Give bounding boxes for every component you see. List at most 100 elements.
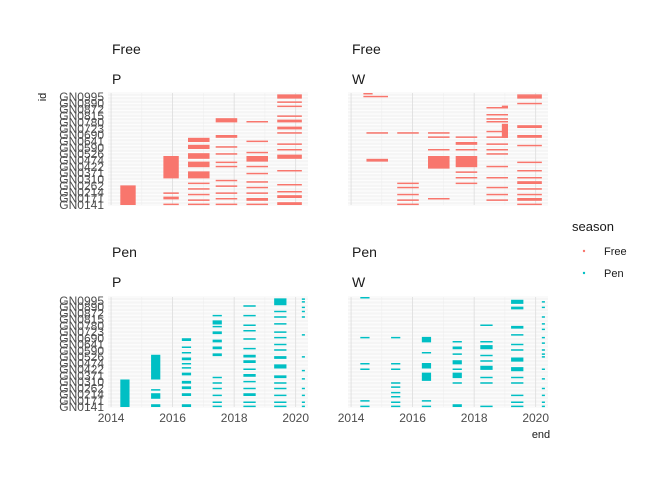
data-point-band bbox=[391, 382, 401, 384]
data-point-band bbox=[274, 394, 287, 397]
data-point-band bbox=[480, 360, 493, 362]
data-point-band bbox=[151, 354, 161, 380]
data-point-band bbox=[163, 196, 179, 200]
data-point-band bbox=[277, 94, 302, 99]
data-point-band bbox=[391, 401, 401, 403]
data-point-band bbox=[455, 149, 478, 151]
y-tick-label: GN0690 bbox=[59, 331, 104, 345]
data-point-band bbox=[480, 382, 493, 384]
y-tick-label: GN0310 bbox=[59, 173, 104, 187]
x-axis-title: end bbox=[532, 429, 550, 441]
data-point-band bbox=[360, 405, 370, 408]
data-point-band bbox=[517, 102, 542, 105]
data-point-band bbox=[274, 401, 287, 403]
data-point-band bbox=[212, 401, 222, 403]
data-point-band bbox=[480, 365, 493, 370]
data-point-band bbox=[397, 132, 419, 134]
y-tick-label: GN0641 bbox=[59, 134, 104, 148]
data-point-band bbox=[480, 341, 493, 343]
legend-key-pen bbox=[582, 271, 586, 275]
legend-label-free: Free bbox=[604, 246, 627, 258]
data-point-band bbox=[277, 170, 302, 172]
data-point-band bbox=[243, 338, 256, 340]
facet-row-label: Pen bbox=[112, 244, 137, 260]
data-point-band bbox=[277, 119, 302, 123]
y-tick-label: GN0995 bbox=[59, 294, 104, 308]
y-axis-title: id bbox=[37, 93, 49, 102]
data-point-band bbox=[541, 368, 545, 370]
x-tick-label: 2020 bbox=[522, 411, 549, 425]
data-point-band bbox=[517, 203, 542, 206]
data-point-band bbox=[243, 380, 256, 383]
data-point-band bbox=[366, 132, 388, 134]
data-point-band bbox=[163, 192, 179, 194]
data-point-band bbox=[274, 349, 287, 351]
data-point-band bbox=[517, 188, 542, 190]
data-point-band bbox=[391, 386, 401, 388]
data-point-band bbox=[188, 203, 210, 206]
data-point-band bbox=[212, 346, 222, 350]
data-point-band bbox=[391, 336, 401, 339]
data-point-band bbox=[397, 186, 419, 189]
data-point-band bbox=[428, 136, 450, 138]
data-point-band bbox=[517, 193, 542, 196]
data-point-band bbox=[188, 199, 210, 201]
data-point-band bbox=[511, 343, 524, 346]
data-point-band bbox=[541, 342, 545, 344]
data-point-band bbox=[120, 185, 136, 205]
data-point-band bbox=[541, 378, 545, 380]
data-point-band bbox=[421, 400, 432, 402]
data-point-band bbox=[517, 198, 542, 201]
data-point-band bbox=[486, 130, 508, 133]
data-point-band bbox=[301, 405, 305, 408]
data-point-band bbox=[243, 305, 256, 307]
data-point-band bbox=[215, 179, 238, 182]
x-tick-label: 2020 bbox=[282, 411, 309, 425]
data-point-band bbox=[181, 363, 192, 365]
data-point-band bbox=[511, 299, 524, 304]
data-point-band bbox=[486, 186, 508, 189]
data-point-band bbox=[246, 203, 268, 206]
y-tick-label: GN0590 bbox=[59, 141, 104, 155]
data-point-band bbox=[480, 354, 493, 357]
data-point-band bbox=[517, 125, 542, 128]
facet-col-label: P bbox=[112, 274, 121, 290]
y-tick-label: GN0723 bbox=[59, 122, 104, 136]
data-point-band bbox=[246, 121, 268, 123]
data-point-band bbox=[246, 151, 268, 154]
data-point-band bbox=[421, 405, 432, 408]
data-point-band bbox=[181, 367, 192, 369]
data-point-band bbox=[212, 314, 222, 317]
data-point-band bbox=[301, 306, 305, 309]
data-point-band bbox=[246, 156, 268, 162]
x-tick-label: 2018 bbox=[221, 411, 248, 425]
data-point-band bbox=[277, 184, 302, 186]
data-point-band bbox=[541, 328, 545, 331]
data-point-band bbox=[215, 146, 238, 148]
data-point-band bbox=[455, 171, 478, 173]
data-point-band bbox=[397, 203, 419, 206]
data-point-band bbox=[212, 376, 222, 379]
y-tick-label: GN0214 bbox=[59, 185, 104, 199]
data-point-band bbox=[274, 387, 287, 390]
data-point-band bbox=[188, 144, 210, 149]
y-tick-label: GN0815 bbox=[59, 313, 104, 327]
data-point-band bbox=[215, 185, 238, 187]
facet-col-label: P bbox=[112, 71, 121, 87]
data-point-band bbox=[243, 393, 256, 396]
y-tick-label: GN0422 bbox=[59, 363, 104, 377]
data-point-band bbox=[274, 298, 287, 303]
data-point-band bbox=[480, 324, 493, 326]
data-point-band bbox=[274, 310, 287, 313]
data-point-band bbox=[517, 144, 542, 147]
data-point-band bbox=[360, 363, 370, 365]
data-point-band bbox=[360, 297, 370, 299]
y-tick-label: GN0422 bbox=[59, 160, 104, 174]
data-point-band bbox=[428, 198, 450, 200]
data-point-band bbox=[151, 393, 161, 399]
y-tick-label: GN0872 bbox=[59, 103, 104, 117]
data-point-band bbox=[274, 331, 287, 333]
data-point-band bbox=[541, 405, 545, 408]
y-tick-label: GN0723 bbox=[59, 325, 104, 339]
data-point-band bbox=[243, 405, 256, 408]
